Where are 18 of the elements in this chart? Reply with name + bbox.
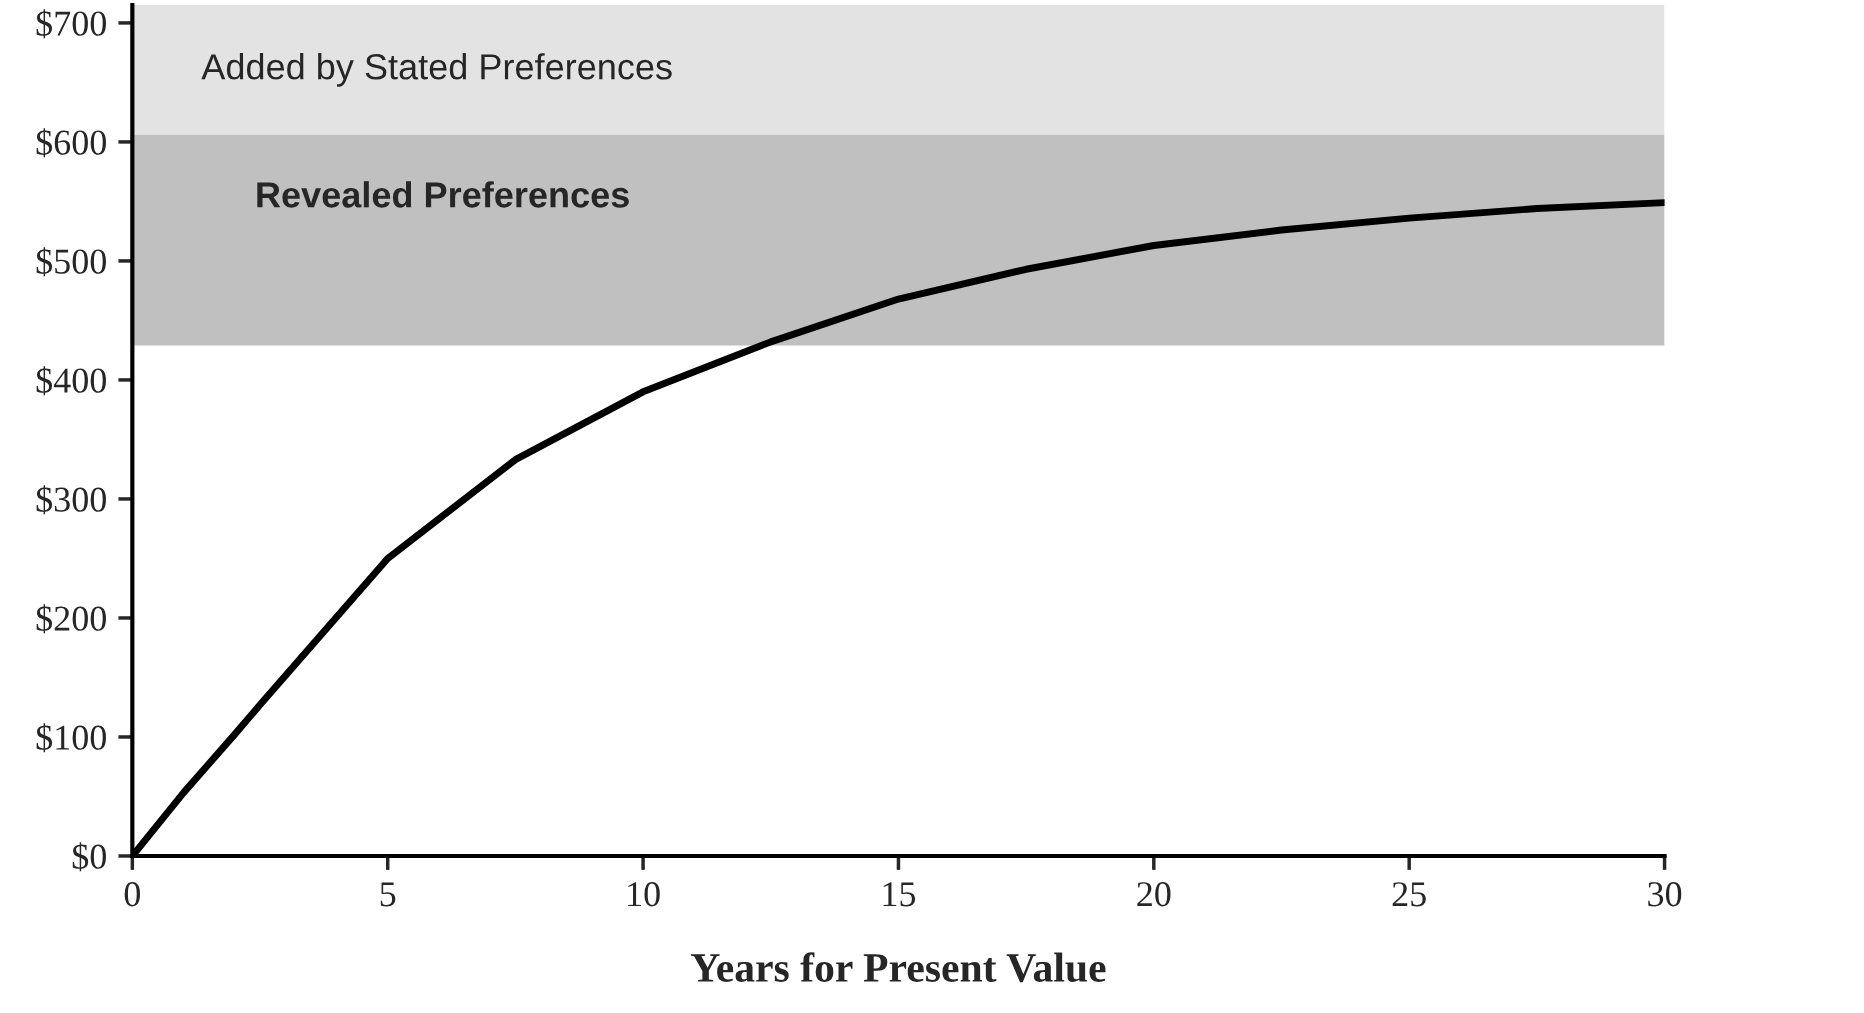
band-label: Added by Stated Preferences bbox=[201, 53, 672, 87]
x-tick-label: 0 bbox=[124, 882, 140, 907]
y-tick-label: $0 bbox=[72, 842, 106, 872]
y-tick-label: $600 bbox=[36, 128, 106, 158]
y-tick-label: $100 bbox=[36, 723, 106, 753]
y-tick-label: $200 bbox=[36, 604, 106, 634]
x-tick-label: 30 bbox=[1648, 882, 1682, 907]
y-tick-label: $400 bbox=[36, 366, 106, 396]
x-tick-label: 20 bbox=[1137, 882, 1171, 907]
y-tick-label: $300 bbox=[36, 485, 106, 515]
y-tick-label: $700 bbox=[36, 9, 106, 39]
x-tick-label: 10 bbox=[628, 882, 660, 907]
y-tick-label: $500 bbox=[36, 247, 106, 277]
x-axis-title: Years for Present Value bbox=[691, 952, 1106, 983]
x-tick-label: 15 bbox=[883, 882, 916, 907]
x-tick-label: 25 bbox=[1392, 882, 1426, 907]
x-tick-label: 5 bbox=[380, 882, 396, 907]
band-label: Revealed Preferences bbox=[257, 181, 629, 208]
